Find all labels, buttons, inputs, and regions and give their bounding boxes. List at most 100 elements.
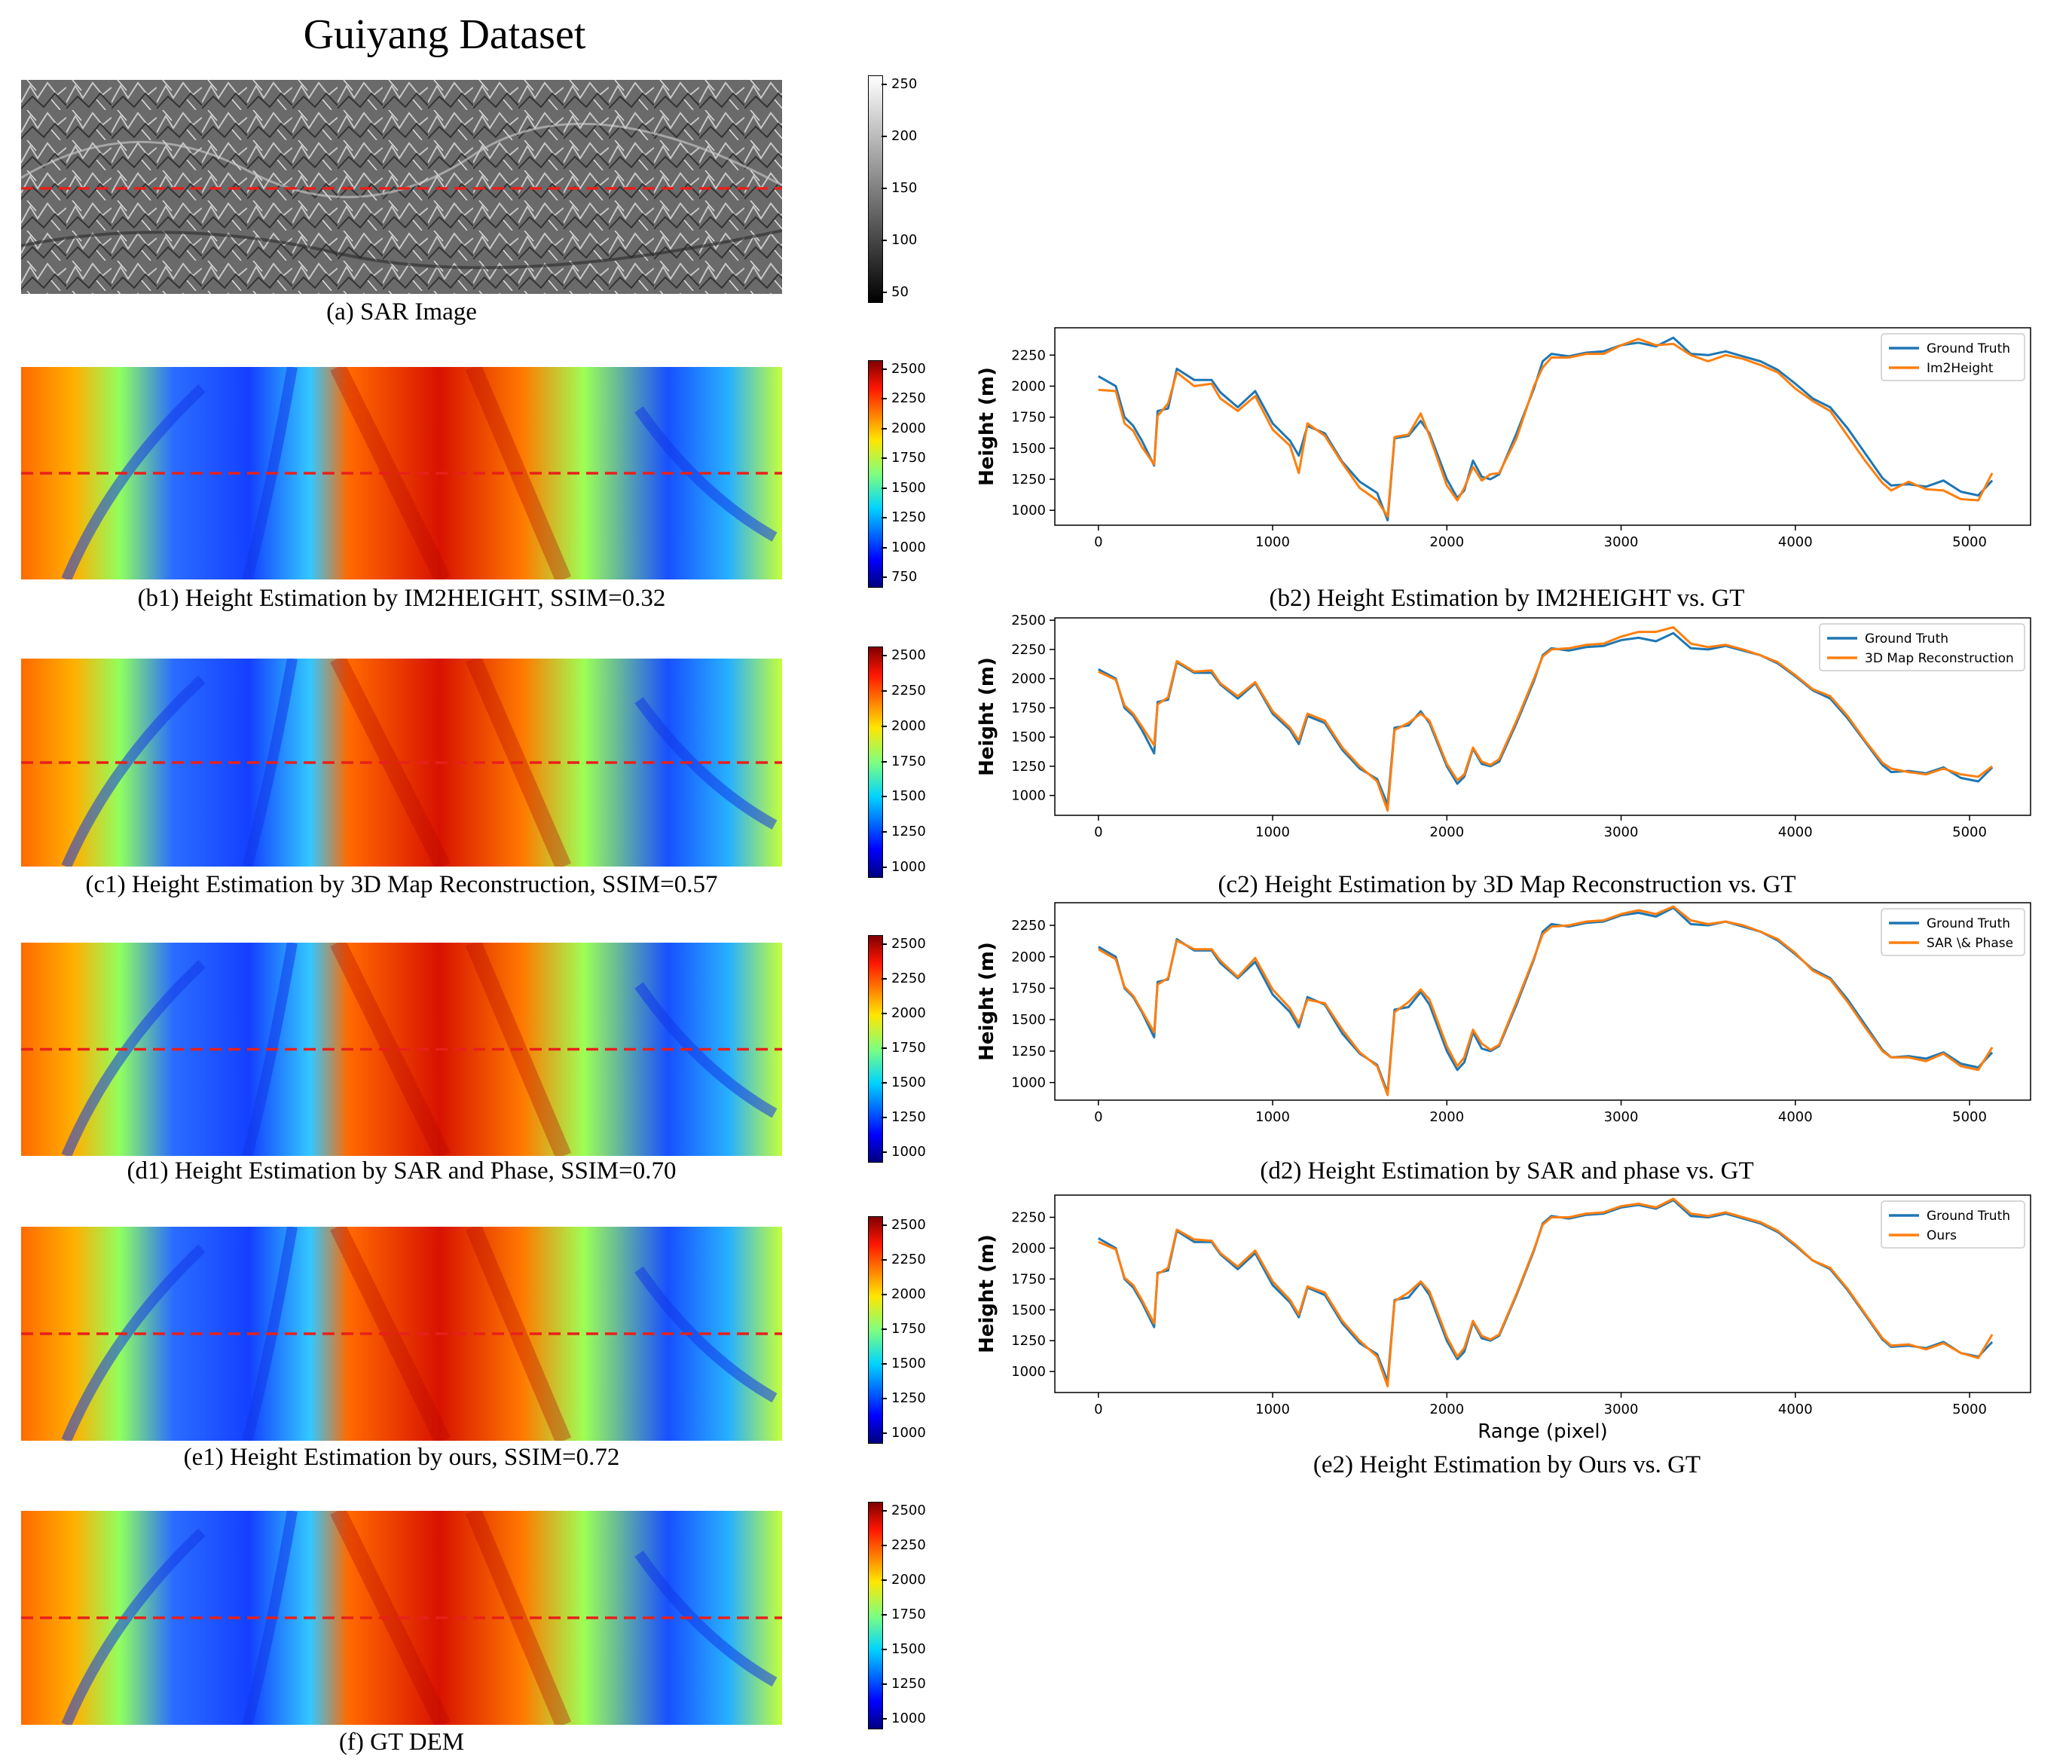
colorbar-tick: 2250 [882,683,926,698]
x-tick-label: 4000 [1778,534,1813,550]
y-tick-label: 2250 [1011,347,1046,363]
sar-colorbar [868,75,883,303]
sar-colorbar-ticks: 250 200 150 100 50 [882,75,934,301]
colorbar-c1 [868,647,883,878]
series-line-estimate [1098,905,1994,1096]
legend-label: Ours [1927,1228,1957,1243]
colorbar-tick: 2500 [882,937,926,951]
line-chart-svg: 0 1000 2000 3000 4000 5000 1000 1250 1500 1750 200… [976,613,2031,840]
plot-frame [1054,902,2031,1101]
legend-label: Ground Truth [1927,341,2010,356]
series-line-estimate [1098,625,1994,812]
colorbar-tick: 1500 [882,1357,926,1371]
x-tick-label: 2000 [1429,534,1464,550]
colorbar-d1 [868,935,883,1163]
legend-label: Ground Truth [1865,631,1948,647]
x-tick-label: 3000 [1604,1109,1639,1125]
map-caption-e1: (e1) Height Estimation by ours, SSIM=0.7… [183,1444,620,1471]
height-map-image [21,943,782,1156]
y-tick-label: 1750 [1011,410,1046,426]
x-tick-label: 5000 [1952,534,1987,550]
figure-title: Guiyang Dataset [303,11,586,58]
line-chart-0: 0 1000 2000 3000 4000 5000 1000 1250 1500 1750 200… [972,320,2042,569]
y-tick-label: 1000 [1011,1075,1046,1091]
x-tick-label: 4000 [1778,1402,1813,1417]
line-chart-svg: 0 1000 2000 3000 4000 5000 1000 1250 1500 1750 200… [976,1194,2031,1443]
y-tick-label: 1750 [1011,980,1046,996]
y-tick-label: 1250 [1011,1044,1046,1059]
x-tick-label: 4000 [1778,824,1813,840]
colorbar-ticks-c1: 2500 2250 2000 1750 1500 1250 1000 [882,647,934,876]
map-caption-c1: (c1) Height Estimation by 3D Map Reconst… [85,871,718,898]
y-tick-label: 2000 [1011,671,1046,687]
x-tick-label: 1000 [1255,1402,1290,1417]
x-tick-label: 5000 [1952,1109,1987,1125]
valley-network [61,659,778,867]
colorbar-tick: 200 [882,130,917,143]
y-tick-label: 1250 [1011,759,1046,775]
colorbar-tick: 750 [882,570,917,584]
series-line-ground-truth [1098,1199,1994,1383]
colorbar-tick: 1750 [882,1041,926,1055]
colorbar-b1 [868,360,883,588]
map-caption-d1: (d1) Height Estimation by SAR and Phase,… [127,1157,677,1185]
colorbar-ticks-f: 2500 2250 2000 1750 1500 1250 1000 [882,1502,934,1728]
colorbar-tick: 1000 [882,1426,926,1440]
y-tick-label: 2000 [1011,378,1046,394]
colorbar-tick: 2250 [882,972,926,986]
colorbar-ticks-d1: 2500 2250 2000 1750 1500 1250 1000 [882,935,934,1161]
y-tick-label: 2250 [1011,918,1046,934]
map-caption-f: (f) GT DEM [338,1729,465,1756]
height-map-e1 [21,1227,782,1441]
colorbar-tick: 150 [882,182,917,195]
chart-caption-3: (e2) Height Estimation by Ours vs. GT [1313,1451,1701,1478]
x-tick-label: 2000 [1429,824,1464,840]
y-tick-label: 2000 [1011,949,1046,965]
valley-network [61,1511,778,1725]
series-line-estimate [1098,1197,1994,1388]
colorbar-tick: 1500 [882,790,926,803]
plot-frame [1054,1194,2031,1393]
plot-frame [1054,327,2031,526]
legend-label: SAR \& Phase [1927,936,2013,951]
line-chart-svg: 0 1000 2000 3000 4000 5000 1000 1250 1500 1750 200… [976,327,2031,550]
legend-label: Ground Truth [1927,916,2010,931]
y-tick-label: 2000 [1011,1240,1046,1256]
series-line-ground-truth [1098,906,1994,1094]
y-axis-label: Height (m) [976,942,998,1061]
colorbar-tick: 1750 [882,451,926,465]
colorbar-tick: 50 [882,286,909,299]
height-map-b1 [21,367,782,579]
sar-caption: (a) SAR Image [326,298,477,326]
y-tick-label: 1500 [1011,441,1046,457]
colorbar-tick: 2500 [882,1218,926,1232]
chart-caption-1: (c2) Height Estimation by 3D Map Reconst… [1218,871,1796,898]
y-tick-label: 1500 [1011,729,1046,745]
x-tick-label: 3000 [1604,1402,1639,1417]
y-tick-label: 1000 [1011,788,1046,804]
x-tick-label: 5000 [1952,1402,1987,1417]
plot-frame [1054,617,2031,816]
line-chart-2: 0 1000 2000 3000 4000 5000 1000 1250 1500 1750 200… [972,895,2042,1144]
colorbar-tick: 2250 [882,1253,926,1267]
colorbar-tick: 2000 [882,1573,926,1587]
valley-network [61,943,778,1156]
y-tick-label: 2250 [1011,642,1046,658]
x-tick-label: 1000 [1255,824,1290,840]
legend: Ground Truth Im2Height [1881,333,2025,381]
y-tick-label: 1500 [1011,1302,1046,1318]
colorbar-tick: 2250 [882,392,926,405]
legend: Ground Truth 3D Map Reconstruction [1819,623,2025,671]
legend-label: Im2Height [1927,361,1994,376]
colorbar-tick: 2250 [882,1539,926,1552]
legend: Ground Truth SAR \& Phase [1881,908,2025,956]
y-tick-label: 2250 [1011,1209,1046,1225]
colorbar-tick: 1750 [882,1322,926,1336]
x-tick-label: 5000 [1952,824,1987,840]
height-map-image [21,659,782,867]
y-axis-label: Height (m) [976,367,998,486]
x-tick-label: 2000 [1429,1109,1464,1125]
chart-caption-0: (b2) Height Estimation by IM2HEIGHT vs. … [1269,585,1745,612]
height-map-image [21,1511,782,1725]
legend-label: Ground Truth [1927,1209,2010,1224]
